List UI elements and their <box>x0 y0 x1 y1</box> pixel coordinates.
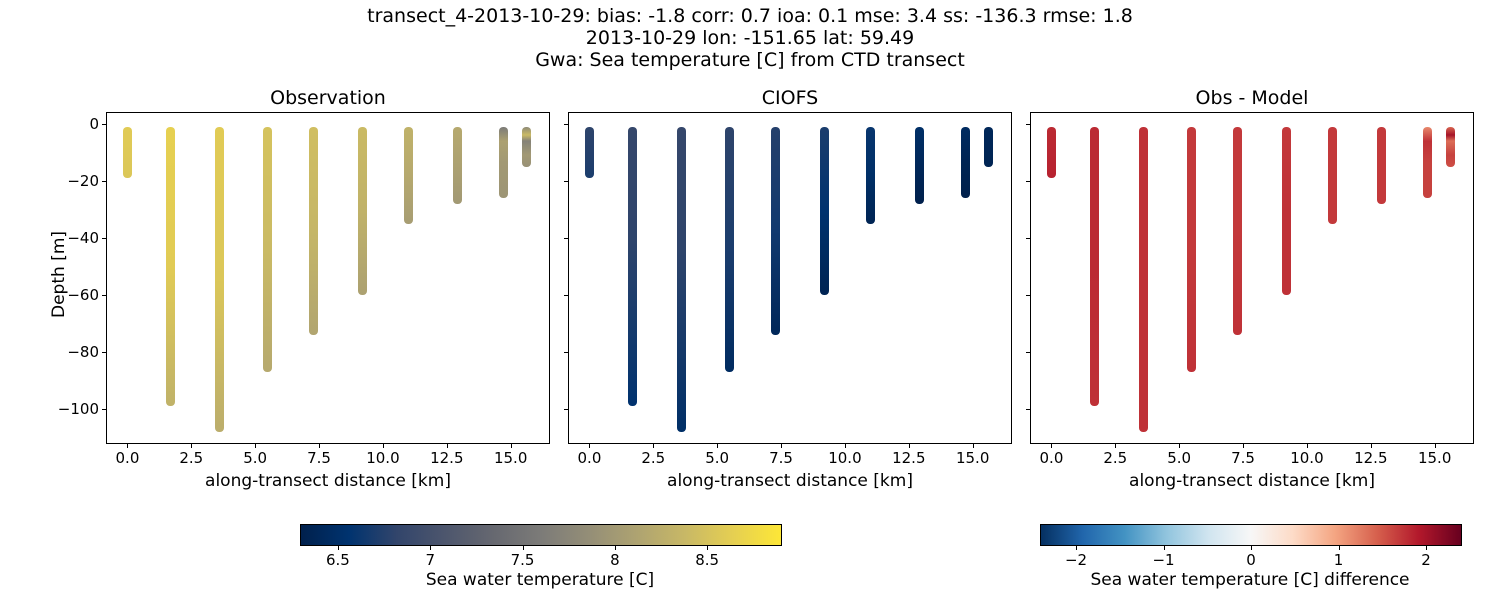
ctd-profile <box>820 127 829 295</box>
ctd-profile <box>166 127 175 406</box>
xtick-label: 0.0 <box>116 443 140 467</box>
title-line-3: Gwa: Sea temperature [C] from CTD transe… <box>0 50 1500 72</box>
figure-title: transect_4-2013-10-29: bias: -1.8 corr: … <box>0 6 1500 72</box>
ctd-profile <box>522 127 531 167</box>
colorbar-tick-label: 2 <box>1421 545 1431 569</box>
xtick-label: 0.0 <box>578 443 602 467</box>
xtick-label: 12.5 <box>892 443 925 467</box>
xtick-label: 15.0 <box>956 443 989 467</box>
y-axis-label: Depth [m] <box>49 231 69 318</box>
xtick-label: 2.5 <box>641 443 665 467</box>
colorbar-tick-label: 8 <box>610 545 620 569</box>
ctd-profile <box>1423 127 1432 198</box>
xtick-label: 12.5 <box>430 443 463 467</box>
xtick-label: 7.5 <box>307 443 331 467</box>
ctd-profile <box>1047 127 1056 178</box>
xtick-label: 15.0 <box>1418 443 1451 467</box>
ctd-profile <box>309 127 318 335</box>
xtick-label: 0.0 <box>1040 443 1064 467</box>
colorbar-label: Sea water temperature [C] <box>300 570 780 590</box>
panel-title: Obs - Model <box>1031 87 1473 109</box>
figure: transect_4-2013-10-29: bias: -1.8 corr: … <box>0 0 1500 600</box>
xtick-label: 10.0 <box>828 443 861 467</box>
ctd-profile <box>1377 127 1386 204</box>
xtick-label: 2.5 <box>179 443 203 467</box>
ctd-profile <box>984 127 993 167</box>
ctd-profile <box>961 127 970 198</box>
x-axis-label: along-transect distance [km] <box>569 471 1011 491</box>
ytick-label: −100 <box>58 400 107 418</box>
ctd-profile <box>628 127 637 406</box>
ctd-profile <box>1328 127 1337 224</box>
ctd-profile <box>1446 127 1455 167</box>
colorbar-tick-label: 1 <box>1334 545 1344 569</box>
ctd-profile <box>453 127 462 204</box>
ytick-label: −80 <box>67 343 107 361</box>
ctd-profile <box>677 127 686 431</box>
panel-obs-model: Obs - Model0.02.55.07.510.012.515.0along… <box>1030 112 1474 444</box>
xtick-label: 5.0 <box>1167 443 1191 467</box>
panel-title: Observation <box>107 87 549 109</box>
xtick-label: 10.0 <box>366 443 399 467</box>
colorbar: 6.577.588.5 <box>300 524 782 546</box>
colorbar-label: Sea water temperature [C] difference <box>1040 570 1460 590</box>
xtick-label: 15.0 <box>494 443 527 467</box>
colorbar-tick-label: 7 <box>425 545 435 569</box>
ctd-profile <box>771 127 780 335</box>
ctd-profile <box>1139 127 1148 431</box>
colorbar-tick-label: 6.5 <box>326 545 350 569</box>
xtick-label: 7.5 <box>1231 443 1255 467</box>
x-axis-label: along-transect distance [km] <box>1031 471 1473 491</box>
ctd-profile <box>1282 127 1291 295</box>
panel-title: CIOFS <box>569 87 1011 109</box>
colorbar-tick-label: 8.5 <box>695 545 719 569</box>
xtick-label: 10.0 <box>1290 443 1323 467</box>
colorbar-tick-label: 0 <box>1246 545 1256 569</box>
ctd-profile <box>215 127 224 431</box>
colorbar-tick-label: 7.5 <box>511 545 535 569</box>
xtick-label: 12.5 <box>1354 443 1387 467</box>
xtick-label: 7.5 <box>769 443 793 467</box>
ctd-profile <box>404 127 413 224</box>
title-line-2: 2013-10-29 lon: -151.65 lat: 59.49 <box>0 28 1500 50</box>
panel-ciofs: CIOFS0.02.55.07.510.012.515.0along-trans… <box>568 112 1012 444</box>
ctd-profile <box>866 127 875 224</box>
colorbar-tick-label: −2 <box>1065 545 1087 569</box>
ytick-label: −60 <box>67 286 107 304</box>
xtick-label: 2.5 <box>1103 443 1127 467</box>
ctd-profile <box>358 127 367 295</box>
ctd-profile <box>915 127 924 204</box>
ctd-profile <box>1233 127 1242 335</box>
ctd-profile <box>123 127 132 178</box>
ctd-profile <box>1090 127 1099 406</box>
colorbar: −2−1012 <box>1040 524 1462 546</box>
ctd-profile <box>725 127 734 372</box>
ytick-label: −40 <box>67 229 107 247</box>
ctd-profile <box>499 127 508 198</box>
xtick-label: 5.0 <box>243 443 267 467</box>
panel-observation: Observation0−20−40−60−80−1000.02.55.07.5… <box>106 112 550 444</box>
ytick-label: −20 <box>67 172 107 190</box>
x-axis-label: along-transect distance [km] <box>107 471 549 491</box>
ctd-profile <box>263 127 272 372</box>
xtick-label: 5.0 <box>705 443 729 467</box>
colorbar-tick-label: −1 <box>1152 545 1174 569</box>
ctd-profile <box>1187 127 1196 372</box>
title-line-1: transect_4-2013-10-29: bias: -1.8 corr: … <box>0 6 1500 28</box>
ytick-label: 0 <box>89 115 107 133</box>
ctd-profile <box>585 127 594 178</box>
